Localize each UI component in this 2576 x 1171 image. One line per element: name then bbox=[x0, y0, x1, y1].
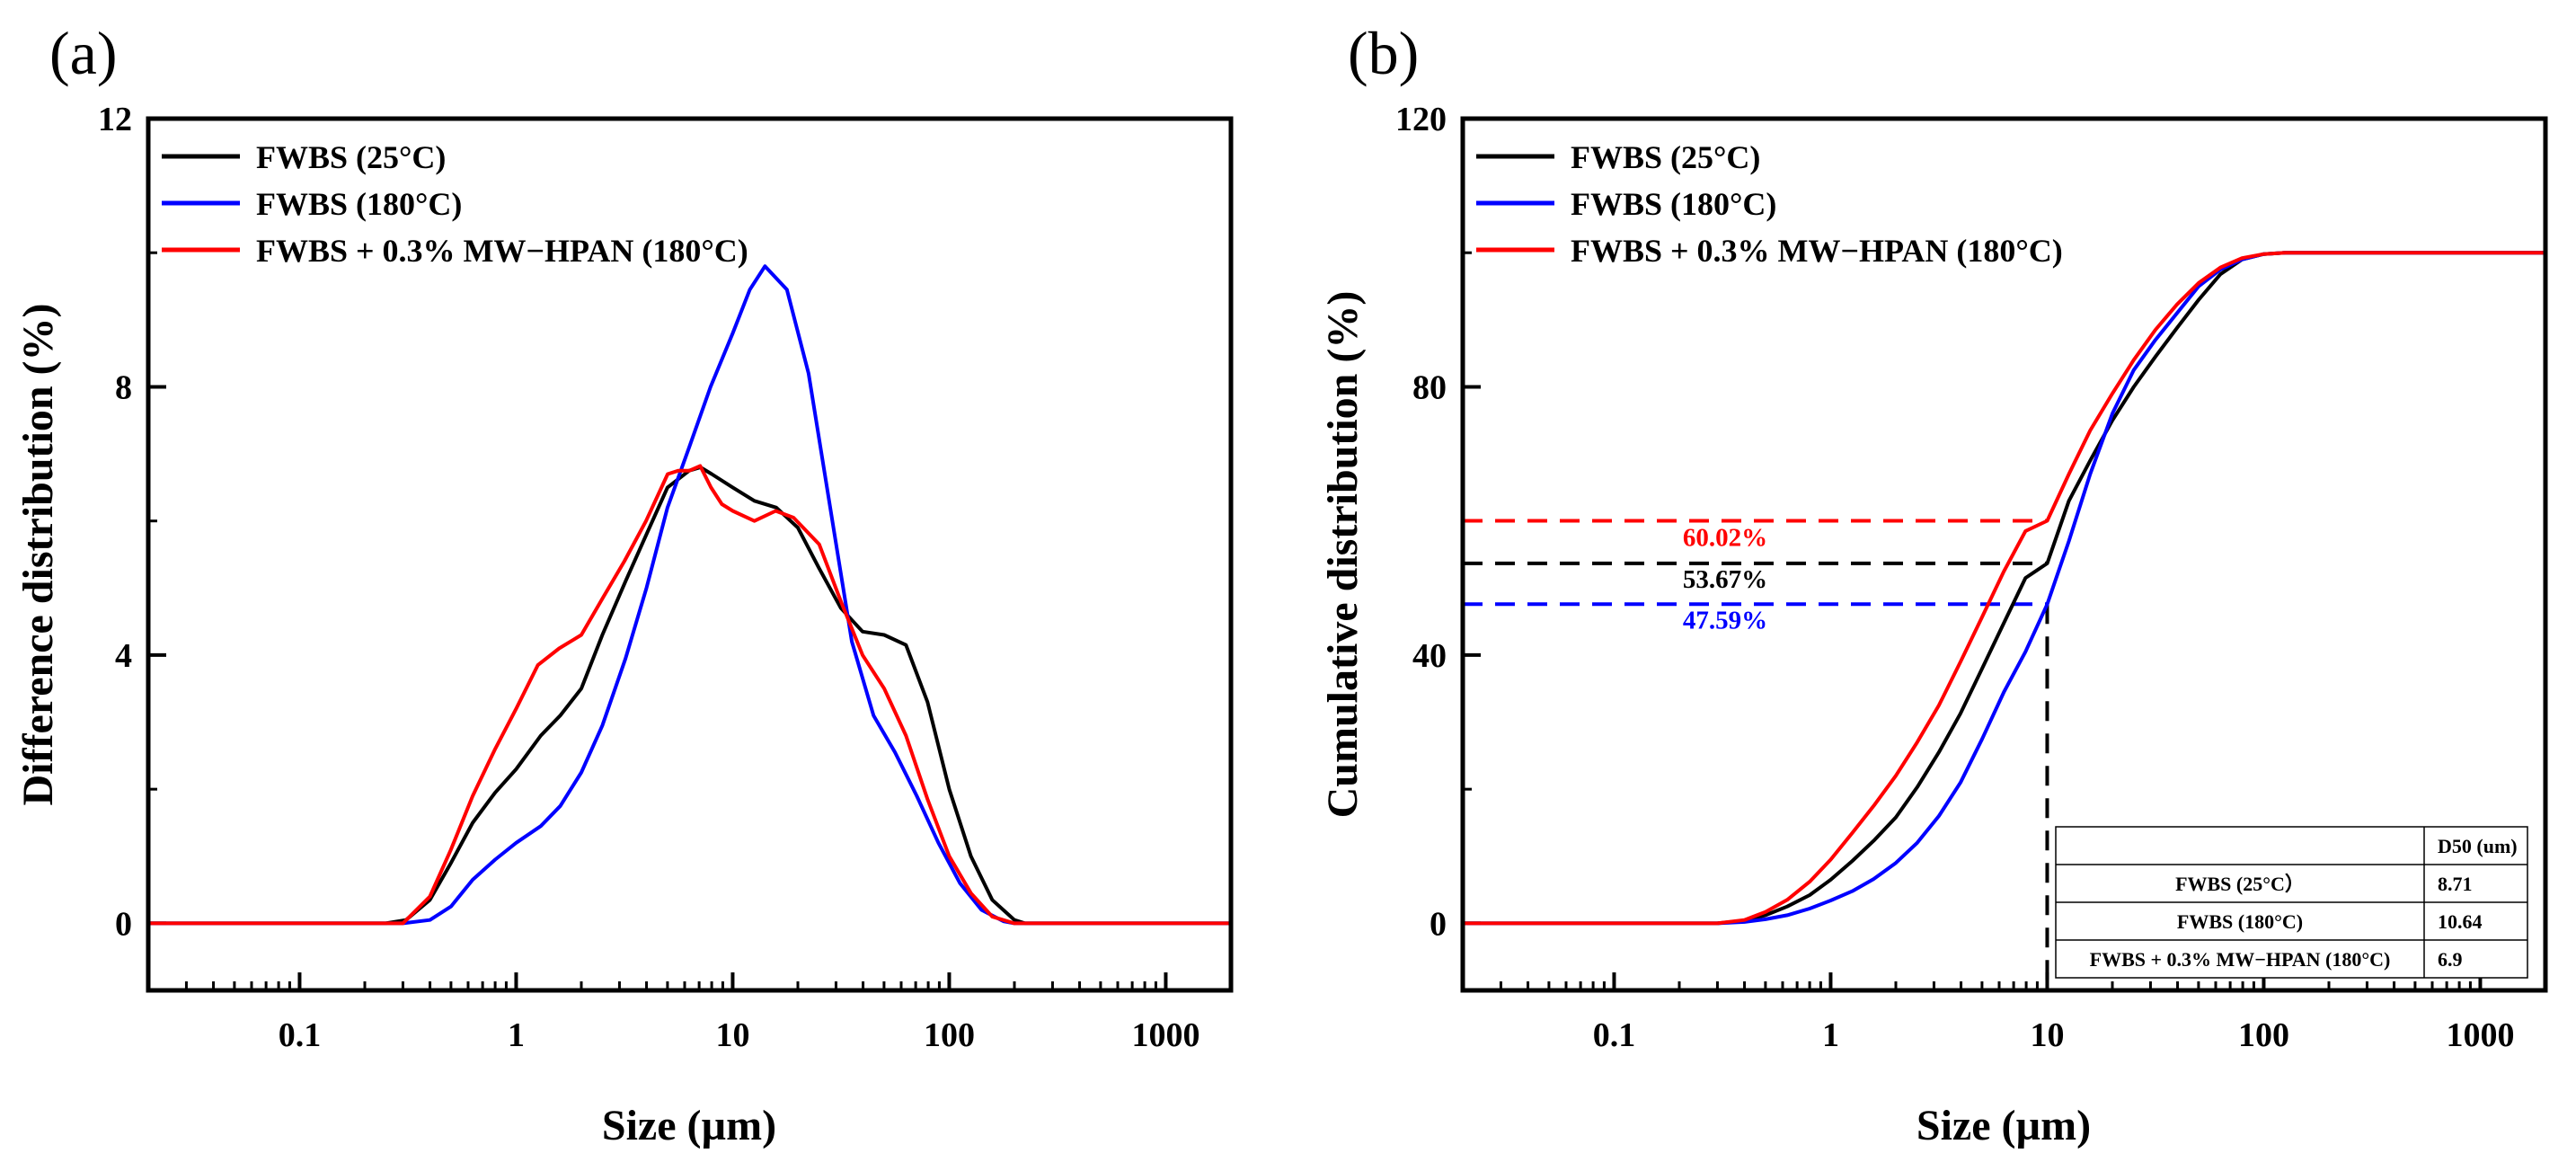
panel-b-d50-table: D50 (um) FWBS (25°C） 8.71 FWBS (180°C) 10.64… bbox=[2055, 826, 2528, 979]
panel-a-y-tick-label: 0 bbox=[115, 905, 132, 943]
panel-a-legend-label: FWBS (25°C) bbox=[256, 139, 446, 175]
panel-a-label: (a) bbox=[49, 19, 117, 87]
panel-a-x-tick-label: 10 bbox=[715, 1016, 749, 1054]
panel-b-y-tick-label: 120 bbox=[1395, 101, 1447, 138]
panel-a-series-line-3 bbox=[148, 464, 1231, 926]
panel-a-x-tick-label: 100 bbox=[924, 1016, 975, 1054]
panel-b-reference-label: 47.59% bbox=[1683, 606, 1767, 634]
panel-a-difference-distribution: (a) 0.1 1 10 100 1000 0 4 8 12 Size (µm) Differe… bbox=[14, 19, 1234, 1149]
panel-a-x-tick-label: 0.1 bbox=[279, 1016, 322, 1054]
panel-b-y-tick-label: 0 bbox=[1430, 905, 1447, 943]
panel-b-series-line-3 bbox=[1463, 251, 2545, 926]
panel-a-y-tick-label: 4 bbox=[115, 637, 132, 675]
panel-b-x-tick-label: 1000 bbox=[2446, 1016, 2514, 1054]
panel-a-legend: FWBS (25°C) FWBS (180°C) FWBS + 0.3% MW−HP… bbox=[162, 139, 748, 269]
panel-a-x-tick-label: 1 bbox=[508, 1016, 525, 1054]
panel-b-label: (b) bbox=[1348, 19, 1419, 87]
panel-b-reference-label: 60.02% bbox=[1683, 524, 1767, 553]
panel-a-y-tick-label: 8 bbox=[115, 368, 132, 406]
panel-a-x-tick-label: 1000 bbox=[1131, 1016, 1199, 1054]
panel-b-series bbox=[1463, 251, 2545, 926]
panel-b-reference-lines: 60.02% 53.67% 47.59% bbox=[1463, 519, 2049, 990]
panel-b-table-cell: 6.9 bbox=[2438, 948, 2463, 971]
panel-b-table-cell: 8.71 bbox=[2438, 873, 2473, 895]
panel-b-table-cell: FWBS (180°C) bbox=[2177, 910, 2303, 933]
panel-b-y-axis-title: Cumulative distribution (%) bbox=[1319, 291, 1367, 819]
panel-b-x-tick-label: 1 bbox=[1822, 1016, 1839, 1054]
panel-a-legend-label: FWBS + 0.3% MW−HPAN (180°C) bbox=[256, 233, 748, 269]
panel-b-legend-label: FWBS (180°C) bbox=[1571, 186, 1776, 222]
panel-a-series-line-2 bbox=[148, 264, 1231, 926]
panel-b-y-tick-label: 40 bbox=[1412, 637, 1447, 675]
panel-b-plot-frame bbox=[1460, 116, 2548, 993]
panel-a-legend-label: FWBS (180°C) bbox=[256, 186, 462, 222]
panel-b-table-cell: D50 (um) bbox=[2438, 835, 2518, 857]
panel-b-table-cell: 10.64 bbox=[2438, 910, 2483, 933]
panel-b-ticks: 0.1 1 10 100 1000 0 40 80 120 bbox=[1395, 101, 2514, 1054]
panel-b-x-tick-label: 0.1 bbox=[1593, 1016, 1636, 1054]
panel-a-plot-frame bbox=[146, 116, 1234, 993]
panel-b-y-tick-label: 80 bbox=[1412, 368, 1447, 406]
panel-b-reference-label: 53.67% bbox=[1683, 565, 1767, 594]
panel-b-legend-label: FWBS (25°C) bbox=[1571, 139, 1760, 175]
panel-a-y-axis-title: Difference distribution (%) bbox=[14, 303, 62, 805]
panel-b-cumulative-distribution: (b) 0.1 1 10 100 1000 0 40 80 120 60.02% 53.67% 47… bbox=[1319, 19, 2548, 1149]
panel-b-x-tick-label: 10 bbox=[2030, 1016, 2064, 1054]
panel-b-table-cell: FWBS + 0.3% MW−HPAN (180°C) bbox=[2090, 948, 2391, 971]
panel-a-x-axis-title: Size (µm) bbox=[602, 1102, 776, 1149]
panel-b-legend-label: FWBS + 0.3% MW−HPAN (180°C) bbox=[1571, 233, 2063, 269]
panel-b-series-line-2 bbox=[1463, 251, 2545, 926]
panel-b-x-axis-title: Size (µm) bbox=[1917, 1102, 2091, 1149]
panel-a-y-tick-label: 12 bbox=[98, 101, 132, 138]
panel-a-series-line-1 bbox=[148, 466, 1231, 926]
panel-b-series-line-1 bbox=[1463, 251, 2545, 926]
panel-b-legend: FWBS (25°C) FWBS (180°C) FWBS + 0.3% MW−HP… bbox=[1476, 139, 2063, 269]
panel-a-series bbox=[148, 264, 1231, 926]
panel-b-x-tick-label: 100 bbox=[2238, 1016, 2289, 1054]
panel-b-table-cell: FWBS (25°C） bbox=[2175, 873, 2305, 895]
